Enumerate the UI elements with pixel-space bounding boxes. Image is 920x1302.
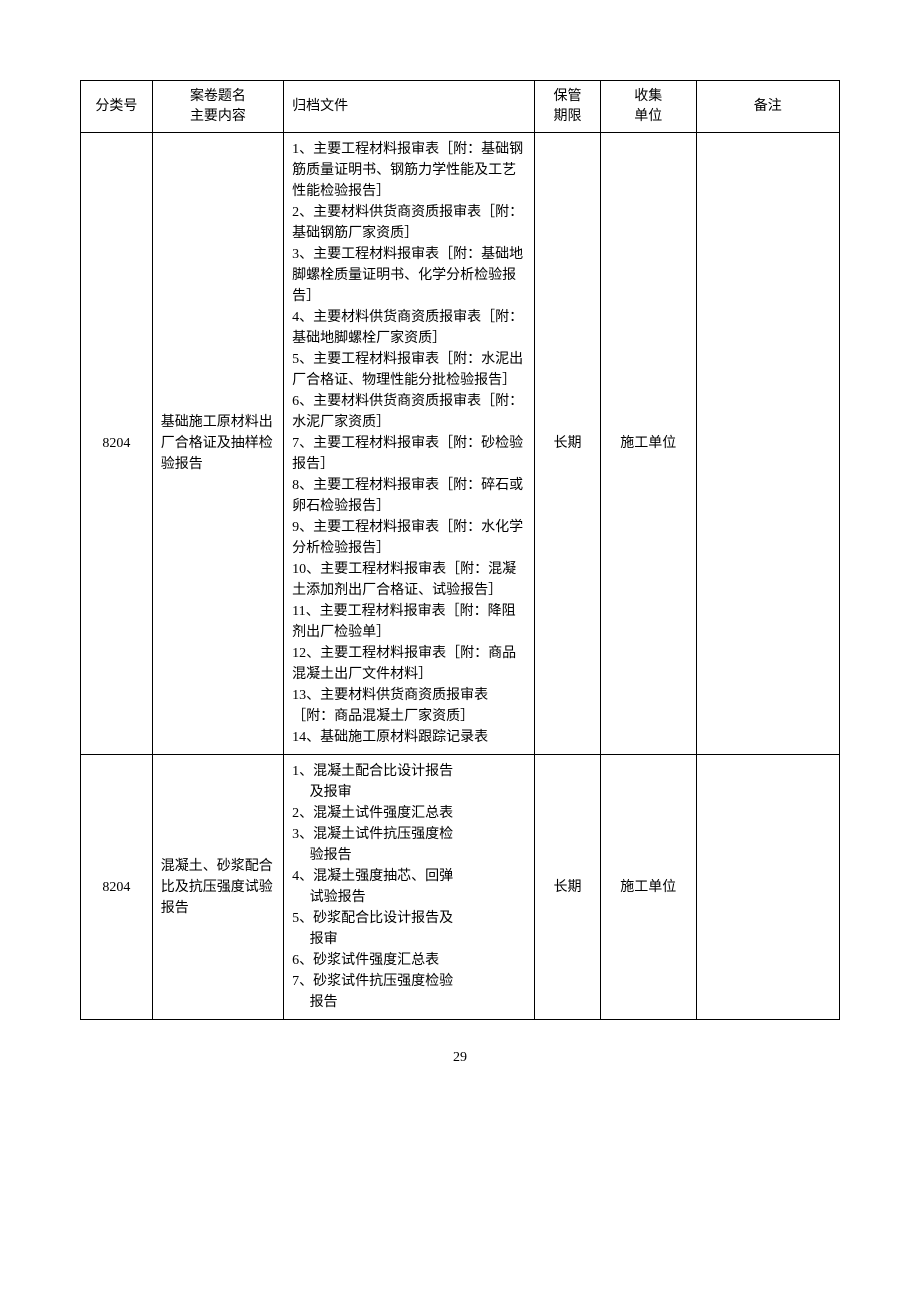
header-row: 分类号 案卷题名 主要内容 归档文件 保管 期限 收集 单位 备注 — [81, 81, 840, 133]
header-period-line1: 保管 — [554, 89, 582, 104]
cell-note — [696, 755, 839, 1020]
header-note-label: 备注 — [754, 99, 782, 114]
header-file-label: 归档文件 — [292, 99, 348, 114]
cell-title: 混凝土、砂浆配合比及抗压强度试验报告 — [152, 755, 283, 1020]
header-period: 保管 期限 — [535, 81, 601, 133]
header-title-line1: 案卷题名 — [190, 89, 246, 104]
header-unit-line1: 收集 — [634, 89, 662, 104]
page-number: 29 — [80, 1050, 840, 1066]
header-id-label: 分类号 — [95, 99, 137, 114]
table-body: 8204 基础施工原材料出厂合格证及抽样检验报告 1、主要工程材料报审表［附：基… — [81, 133, 840, 1020]
cell-file: 1、主要工程材料报审表［附：基础钢筋质量证明书、钢筋力学性能及工艺性能检验报告］… — [284, 133, 535, 755]
header-period-line2: 期限 — [554, 109, 582, 124]
cell-id: 8204 — [81, 755, 153, 1020]
table-row: 8204 混凝土、砂浆配合比及抗压强度试验报告 1、混凝土配合比设计报告 及报审… — [81, 755, 840, 1020]
header-unit: 收集 单位 — [600, 81, 696, 133]
header-id: 分类号 — [81, 81, 153, 133]
header-title-line2: 主要内容 — [190, 109, 246, 124]
cell-period: 长期 — [535, 133, 601, 755]
table-row: 8204 基础施工原材料出厂合格证及抽样检验报告 1、主要工程材料报审表［附：基… — [81, 133, 840, 755]
cell-file: 1、混凝土配合比设计报告 及报审 2、混凝土试件强度汇总表 3、混凝土试件抗压强… — [284, 755, 535, 1020]
cell-title: 基础施工原材料出厂合格证及抽样检验报告 — [152, 133, 283, 755]
archive-table: 分类号 案卷题名 主要内容 归档文件 保管 期限 收集 单位 备注 820 — [80, 80, 840, 1020]
cell-unit: 施工单位 — [600, 755, 696, 1020]
header-file: 归档文件 — [284, 81, 535, 133]
cell-unit: 施工单位 — [600, 133, 696, 755]
header-unit-line2: 单位 — [634, 109, 662, 124]
cell-id: 8204 — [81, 133, 153, 755]
cell-period: 长期 — [535, 755, 601, 1020]
header-title: 案卷题名 主要内容 — [152, 81, 283, 133]
header-note: 备注 — [696, 81, 839, 133]
cell-note — [696, 133, 839, 755]
